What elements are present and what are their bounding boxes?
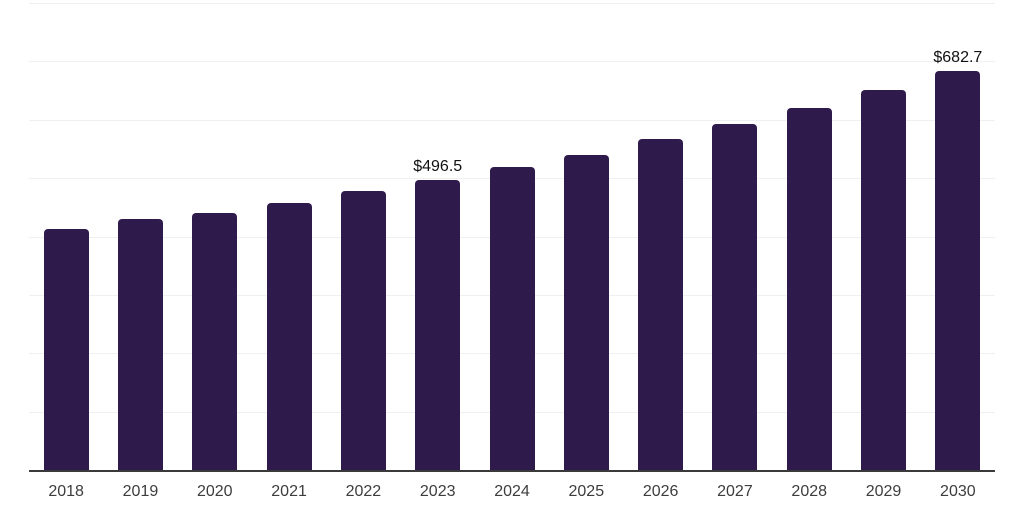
data-label-2023: $496.5 [413,158,463,176]
x-axis: 2018 2019 2020 2021 2022 2023 2024 2025 2026 2027… [29,482,995,504]
bar-2028[interactable] [786,107,832,470]
x-tick-2020: 2020 [196,483,233,500]
x-tick-2018: 2018 [48,483,84,500]
gridline-800 [29,3,995,4]
x-tick-2027: 2027 [717,483,753,500]
bar-2019[interactable] [117,219,163,470]
data-label-2030: $682.7 [933,49,983,67]
x-tick-2022: 2022 [345,483,382,500]
bar-2020[interactable] [192,213,238,470]
x-tick-2024: 2024 [494,483,530,500]
x-tick-2021: 2021 [271,483,307,500]
bar-2022[interactable] [340,190,386,470]
x-tick-2023: 2023 [419,483,456,500]
x-tick-2028: 2028 [791,483,828,500]
bar-2027[interactable] [712,124,758,470]
gridline-600 [29,119,995,121]
bar-2021[interactable] [266,202,312,470]
x-tick-2019: 2019 [122,483,159,500]
bar-2026[interactable] [638,139,684,470]
x-tick-2030: 2030 [940,483,976,500]
x-tick-2026: 2026 [642,483,679,500]
x-tick-2029: 2029 [865,483,902,500]
bar-2023[interactable] [415,180,461,470]
bar-2025[interactable] [563,154,609,470]
bar-2018[interactable] [43,228,89,470]
bar-2024[interactable] [489,166,535,470]
gridline-700 [29,61,995,63]
bar-2029[interactable] [861,89,907,470]
x-tick-2025: 2025 [568,483,605,500]
plot-area: $496.5 $682.7 [29,3,995,472]
bar-2030[interactable] [935,71,981,470]
